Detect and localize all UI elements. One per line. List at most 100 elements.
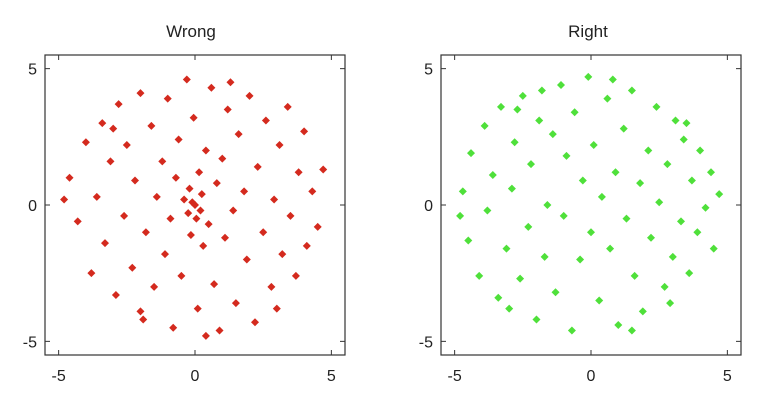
data-point: [551, 288, 560, 297]
data-point: [467, 149, 475, 158]
data-point: [532, 315, 541, 324]
data-point: [671, 116, 680, 125]
data-point: [627, 326, 636, 335]
data-point: [251, 318, 259, 327]
data-point: [286, 211, 295, 220]
data-point: [502, 244, 511, 253]
data-point: [505, 304, 514, 313]
x-tick-label: -5: [448, 368, 462, 385]
data-point: [98, 119, 107, 128]
data-point: [166, 214, 175, 223]
data-point: [319, 165, 328, 174]
data-point: [267, 282, 276, 291]
data-point: [204, 220, 213, 229]
data-point: [507, 184, 516, 193]
data-point: [245, 91, 254, 100]
data-point: [652, 102, 661, 111]
data-point: [278, 250, 287, 259]
data-point: [73, 217, 82, 226]
data-point: [527, 160, 535, 169]
data-point: [60, 195, 69, 204]
data-point: [687, 176, 696, 185]
data-point: [87, 269, 96, 278]
data-point: [483, 206, 492, 215]
data-point: [253, 162, 262, 171]
data-point: [259, 228, 268, 237]
data-point: [163, 94, 172, 103]
data-point: [229, 206, 238, 215]
data-point: [570, 108, 579, 117]
data-point: [510, 138, 519, 147]
data-point: [128, 263, 137, 272]
data-point: [199, 241, 208, 250]
data-point: [663, 160, 672, 169]
data-point: [603, 94, 612, 103]
axes-frame: [440, 54, 742, 356]
data-point: [644, 146, 653, 155]
data-point: [559, 211, 568, 220]
data-point: [191, 201, 199, 209]
x-tick-label: 5: [327, 368, 336, 385]
data-point: [647, 233, 655, 242]
data-point: [682, 119, 691, 128]
data-point: [666, 299, 675, 308]
data-point: [707, 168, 715, 177]
data-point: [131, 176, 139, 185]
x-tick-label: 5: [723, 368, 732, 385]
y-tick-label: -5: [23, 334, 37, 351]
data-point: [497, 102, 505, 111]
data-point: [114, 100, 123, 109]
data-point: [192, 214, 201, 223]
data-point: [557, 81, 565, 89]
data-point: [518, 91, 527, 100]
chart-title: Right: [568, 22, 608, 41]
data-point: [158, 157, 167, 166]
data-point: [212, 179, 221, 188]
data-point: [210, 280, 219, 289]
right-scatter-panel: Right -5 0 5 -5 0 5: [419, 22, 742, 385]
data-point: [231, 299, 240, 308]
axis-ticks: -5 0 5 -5 0 5: [419, 55, 741, 385]
data-point: [101, 239, 109, 248]
data-point: [584, 72, 593, 81]
data-point: [196, 206, 205, 215]
data-point: [242, 255, 251, 264]
data-point: [226, 78, 235, 87]
data-point: [302, 241, 311, 250]
plot-area: [456, 72, 724, 335]
data-point: [595, 296, 604, 305]
data-point: [458, 187, 467, 196]
data-point: [494, 293, 503, 302]
data-point: [524, 222, 533, 231]
data-point: [81, 138, 90, 147]
data-point: [136, 307, 145, 316]
data-point: [578, 176, 587, 185]
x-tick-label: 0: [587, 368, 596, 385]
data-point: [611, 168, 620, 177]
data-point: [136, 89, 145, 98]
data-point: [456, 211, 465, 220]
data-point: [215, 326, 224, 335]
data-point: [480, 121, 489, 130]
data-point: [464, 236, 473, 245]
data-point: [636, 179, 645, 188]
data-point: [147, 121, 156, 130]
data-point: [207, 83, 216, 92]
data-point: [201, 146, 210, 155]
data-point: [294, 168, 303, 177]
data-point: [537, 86, 546, 95]
data-point: [622, 214, 631, 223]
data-point: [660, 282, 669, 291]
data-point: [696, 146, 705, 155]
data-point: [693, 228, 702, 237]
data-point: [177, 271, 186, 280]
data-point: [186, 231, 195, 239]
data-point: [655, 198, 664, 207]
data-point: [548, 130, 557, 139]
y-tick-label: 0: [424, 198, 433, 215]
data-point: [668, 252, 677, 261]
data-point: [272, 304, 281, 313]
data-point: [567, 326, 576, 335]
data-point: [308, 187, 317, 196]
y-tick-label: 5: [28, 62, 37, 79]
